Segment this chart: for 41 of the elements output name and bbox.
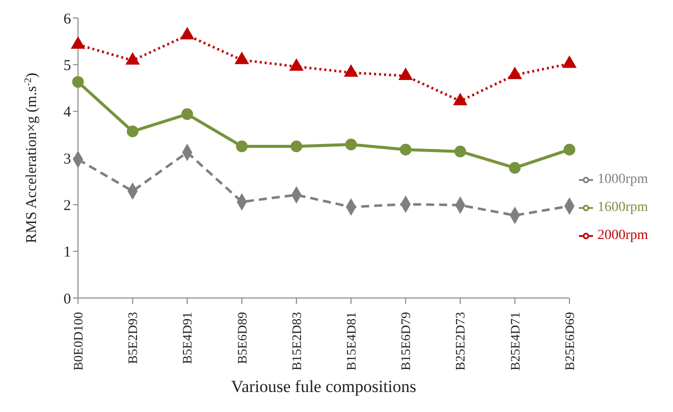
point (181, 108, 194, 120)
x-tick-label: B0E0D100 (70, 312, 86, 370)
y-tick-label: 3 (64, 151, 71, 168)
point (290, 140, 302, 152)
point (508, 162, 521, 174)
legend-label: 1600rpm (597, 200, 648, 215)
point (72, 76, 84, 88)
point (126, 52, 140, 65)
x-tick-label: B5E6D89 (234, 312, 250, 364)
x-tick-label: B15E4D81 (344, 312, 359, 370)
point (454, 146, 466, 158)
x-axis-title: Variouse fule compositions (231, 377, 416, 396)
y-tick-label: 1 (64, 244, 71, 261)
legend-label: 2000rpm (597, 228, 648, 243)
x-tick-label: B15E6D79 (398, 312, 414, 370)
point (344, 64, 358, 77)
point (453, 93, 468, 106)
point (180, 27, 194, 40)
x-tick-label: B25E6D69 (562, 312, 577, 370)
point (234, 52, 249, 64)
point (400, 144, 412, 156)
y-tick-label: 6 (64, 11, 72, 28)
x-tick-label: B25E2D73 (452, 312, 468, 370)
x-tick-label: B25E4D71 (507, 312, 522, 370)
point (126, 126, 138, 138)
point (398, 68, 412, 80)
point (236, 140, 248, 152)
point (562, 56, 576, 68)
point (71, 36, 85, 49)
point (290, 58, 304, 71)
x-tick-label: B15E2D83 (288, 312, 304, 370)
y-tick-label: 4 (64, 104, 72, 121)
point (508, 67, 522, 80)
point (564, 144, 576, 156)
y-tick-label: 5 (64, 58, 71, 74)
y-tick-label: 0 (64, 291, 71, 308)
x-tick-label: B5E4D91 (180, 312, 195, 364)
point (345, 138, 357, 150)
y-tick-label: 2 (64, 198, 71, 214)
legend-label: 1000rpm (597, 172, 648, 187)
x-tick-label: B5E2D93 (125, 312, 140, 364)
